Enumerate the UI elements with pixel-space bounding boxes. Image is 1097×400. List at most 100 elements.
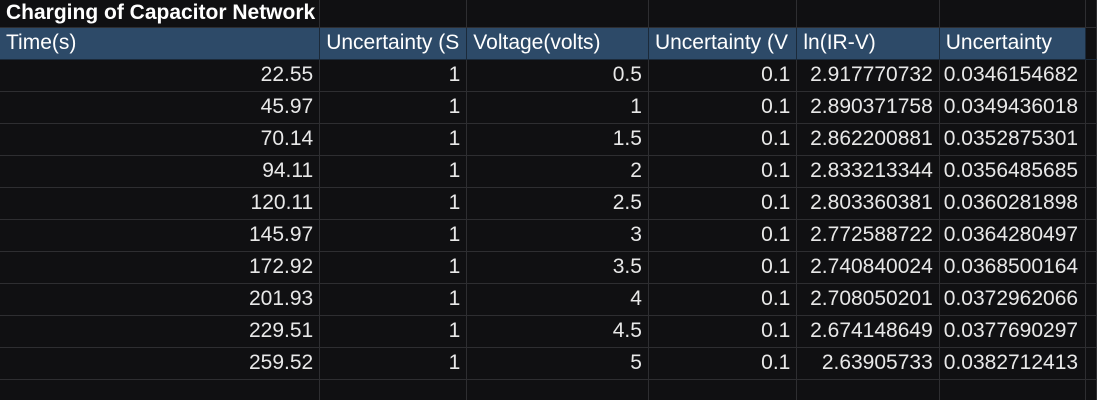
- time-cell[interactable]: 172.92: [0, 251, 321, 284]
- ln-uncertainty-cell[interactable]: 0.0352875301: [939, 123, 1086, 156]
- cell[interactable]: [1085, 379, 1097, 400]
- voltage-cell[interactable]: 5: [466, 347, 649, 380]
- cell[interactable]: [1085, 251, 1097, 284]
- cell[interactable]: [648, 379, 798, 400]
- time-uncertainty-cell[interactable]: 1: [319, 123, 468, 156]
- time-uncertainty-cell[interactable]: 1: [319, 347, 468, 380]
- time-cell[interactable]: 201.93: [0, 283, 321, 316]
- cell[interactable]: [319, 379, 468, 400]
- time-uncertainty-cell[interactable]: 1: [319, 187, 468, 220]
- cell[interactable]: [319, 0, 468, 28]
- time-cell[interactable]: 120.11: [0, 187, 321, 220]
- cell[interactable]: [796, 0, 940, 28]
- cell[interactable]: [1085, 27, 1097, 60]
- voltage-cell[interactable]: 2.5: [466, 187, 649, 220]
- cell[interactable]: [796, 379, 940, 400]
- cell[interactable]: [466, 0, 649, 28]
- voltage-uncertainty-cell[interactable]: 0.1: [648, 155, 798, 188]
- ln-cell[interactable]: 2.63905733: [796, 347, 940, 380]
- voltage-cell[interactable]: 4.5: [466, 315, 649, 348]
- table-row: 45.97 1 1 0.1 2.890371758 0.0349436018: [0, 91, 1097, 124]
- cell[interactable]: [939, 379, 1086, 400]
- voltage-uncertainty-cell[interactable]: 0.1: [648, 59, 798, 92]
- time-uncertainty-cell[interactable]: 1: [319, 315, 468, 348]
- time-uncertainty-cell[interactable]: 1: [319, 59, 468, 92]
- table-row: [0, 379, 1097, 400]
- voltage-uncertainty-cell[interactable]: 0.1: [648, 315, 798, 348]
- time-cell[interactable]: 22.55: [0, 59, 321, 92]
- ln-cell[interactable]: 2.890371758: [796, 91, 940, 124]
- voltage-uncertainty-cell[interactable]: 0.1: [648, 347, 798, 380]
- ln-cell[interactable]: 2.674148649: [796, 315, 940, 348]
- voltage-uncertainty-cell[interactable]: 0.1: [648, 187, 798, 220]
- voltage-cell[interactable]: 4: [466, 283, 649, 316]
- cell[interactable]: [1085, 283, 1097, 316]
- time-cell[interactable]: 229.51: [0, 315, 321, 348]
- voltage-uncertainty-cell[interactable]: 0.1: [648, 283, 798, 316]
- ln-uncertainty-cell[interactable]: 0.0364280497: [939, 219, 1086, 252]
- cell[interactable]: [466, 379, 649, 400]
- ln-cell[interactable]: 2.917770732: [796, 59, 940, 92]
- header-ln-uncertainty[interactable]: Uncertainty: [939, 27, 1086, 60]
- header-time[interactable]: Time(s): [0, 27, 321, 60]
- ln-cell[interactable]: 2.708050201: [796, 283, 940, 316]
- table-row: 229.51 1 4.5 0.1 2.674148649 0.0377690297: [0, 315, 1097, 348]
- time-cell[interactable]: 259.52: [0, 347, 321, 380]
- voltage-uncertainty-cell[interactable]: 0.1: [648, 251, 798, 284]
- time-cell[interactable]: 145.97: [0, 219, 321, 252]
- time-uncertainty-cell[interactable]: 1: [319, 283, 468, 316]
- ln-uncertainty-cell[interactable]: 0.0346154682: [939, 59, 1086, 92]
- table-row: 94.11 1 2 0.1 2.833213344 0.0356485685: [0, 155, 1097, 188]
- voltage-cell[interactable]: 3: [466, 219, 649, 252]
- time-cell[interactable]: 94.11: [0, 155, 321, 188]
- cell[interactable]: [1085, 123, 1097, 156]
- ln-cell[interactable]: 2.803360381: [796, 187, 940, 220]
- table-row: 22.55 1 0.5 0.1 2.917770732 0.0346154682: [0, 59, 1097, 92]
- ln-uncertainty-cell[interactable]: 0.0356485685: [939, 155, 1086, 188]
- ln-uncertainty-cell[interactable]: 0.0377690297: [939, 315, 1086, 348]
- ln-uncertainty-cell[interactable]: 0.0372962066: [939, 283, 1086, 316]
- table-row: 120.11 1 2.5 0.1 2.803360381 0.0360281898: [0, 187, 1097, 220]
- ln-cell[interactable]: 2.740840024: [796, 251, 940, 284]
- cell[interactable]: [1085, 187, 1097, 220]
- cell[interactable]: [1085, 91, 1097, 124]
- table-row: 70.14 1 1.5 0.1 2.862200881 0.0352875301: [0, 123, 1097, 156]
- time-cell[interactable]: 70.14: [0, 123, 321, 156]
- cell[interactable]: [1085, 155, 1097, 188]
- voltage-cell[interactable]: 3.5: [466, 251, 649, 284]
- voltage-cell[interactable]: 0.5: [466, 59, 649, 92]
- header-voltage[interactable]: Voltage(volts): [466, 27, 649, 60]
- cell[interactable]: [0, 379, 321, 400]
- ln-cell[interactable]: 2.862200881: [796, 123, 940, 156]
- cell[interactable]: [939, 0, 1086, 28]
- title-row: Charging of Capacitor Network: [0, 0, 1097, 28]
- cell[interactable]: [1085, 315, 1097, 348]
- sheet-title[interactable]: Charging of Capacitor Network: [0, 0, 321, 28]
- ln-uncertainty-cell[interactable]: 0.0382712413: [939, 347, 1086, 380]
- time-uncertainty-cell[interactable]: 1: [319, 251, 468, 284]
- cell[interactable]: [1085, 0, 1097, 28]
- time-cell[interactable]: 45.97: [0, 91, 321, 124]
- voltage-cell[interactable]: 1.5: [466, 123, 649, 156]
- time-uncertainty-cell[interactable]: 1: [319, 91, 468, 124]
- table-row: 201.93 1 4 0.1 2.708050201 0.0372962066: [0, 283, 1097, 316]
- time-uncertainty-cell[interactable]: 1: [319, 219, 468, 252]
- cell[interactable]: [1085, 347, 1097, 380]
- voltage-uncertainty-cell[interactable]: 0.1: [648, 123, 798, 156]
- voltage-uncertainty-cell[interactable]: 0.1: [648, 91, 798, 124]
- header-time-uncertainty[interactable]: Uncertainty (S: [319, 27, 468, 60]
- voltage-cell[interactable]: 1: [466, 91, 649, 124]
- voltage-cell[interactable]: 2: [466, 155, 649, 188]
- ln-uncertainty-cell[interactable]: 0.0368500164: [939, 251, 1086, 284]
- ln-cell[interactable]: 2.833213344: [796, 155, 940, 188]
- header-voltage-uncertainty[interactable]: Uncertainty (V: [648, 27, 798, 60]
- ln-uncertainty-cell[interactable]: 0.0349436018: [939, 91, 1086, 124]
- cell[interactable]: [1085, 59, 1097, 92]
- header-ln-ir-v[interactable]: ln(IR-V): [796, 27, 940, 60]
- ln-cell[interactable]: 2.772588722: [796, 219, 940, 252]
- time-uncertainty-cell[interactable]: 1: [319, 155, 468, 188]
- cell[interactable]: [648, 0, 798, 28]
- ln-uncertainty-cell[interactable]: 0.0360281898: [939, 187, 1086, 220]
- cell[interactable]: [1085, 219, 1097, 252]
- voltage-uncertainty-cell[interactable]: 0.1: [648, 219, 798, 252]
